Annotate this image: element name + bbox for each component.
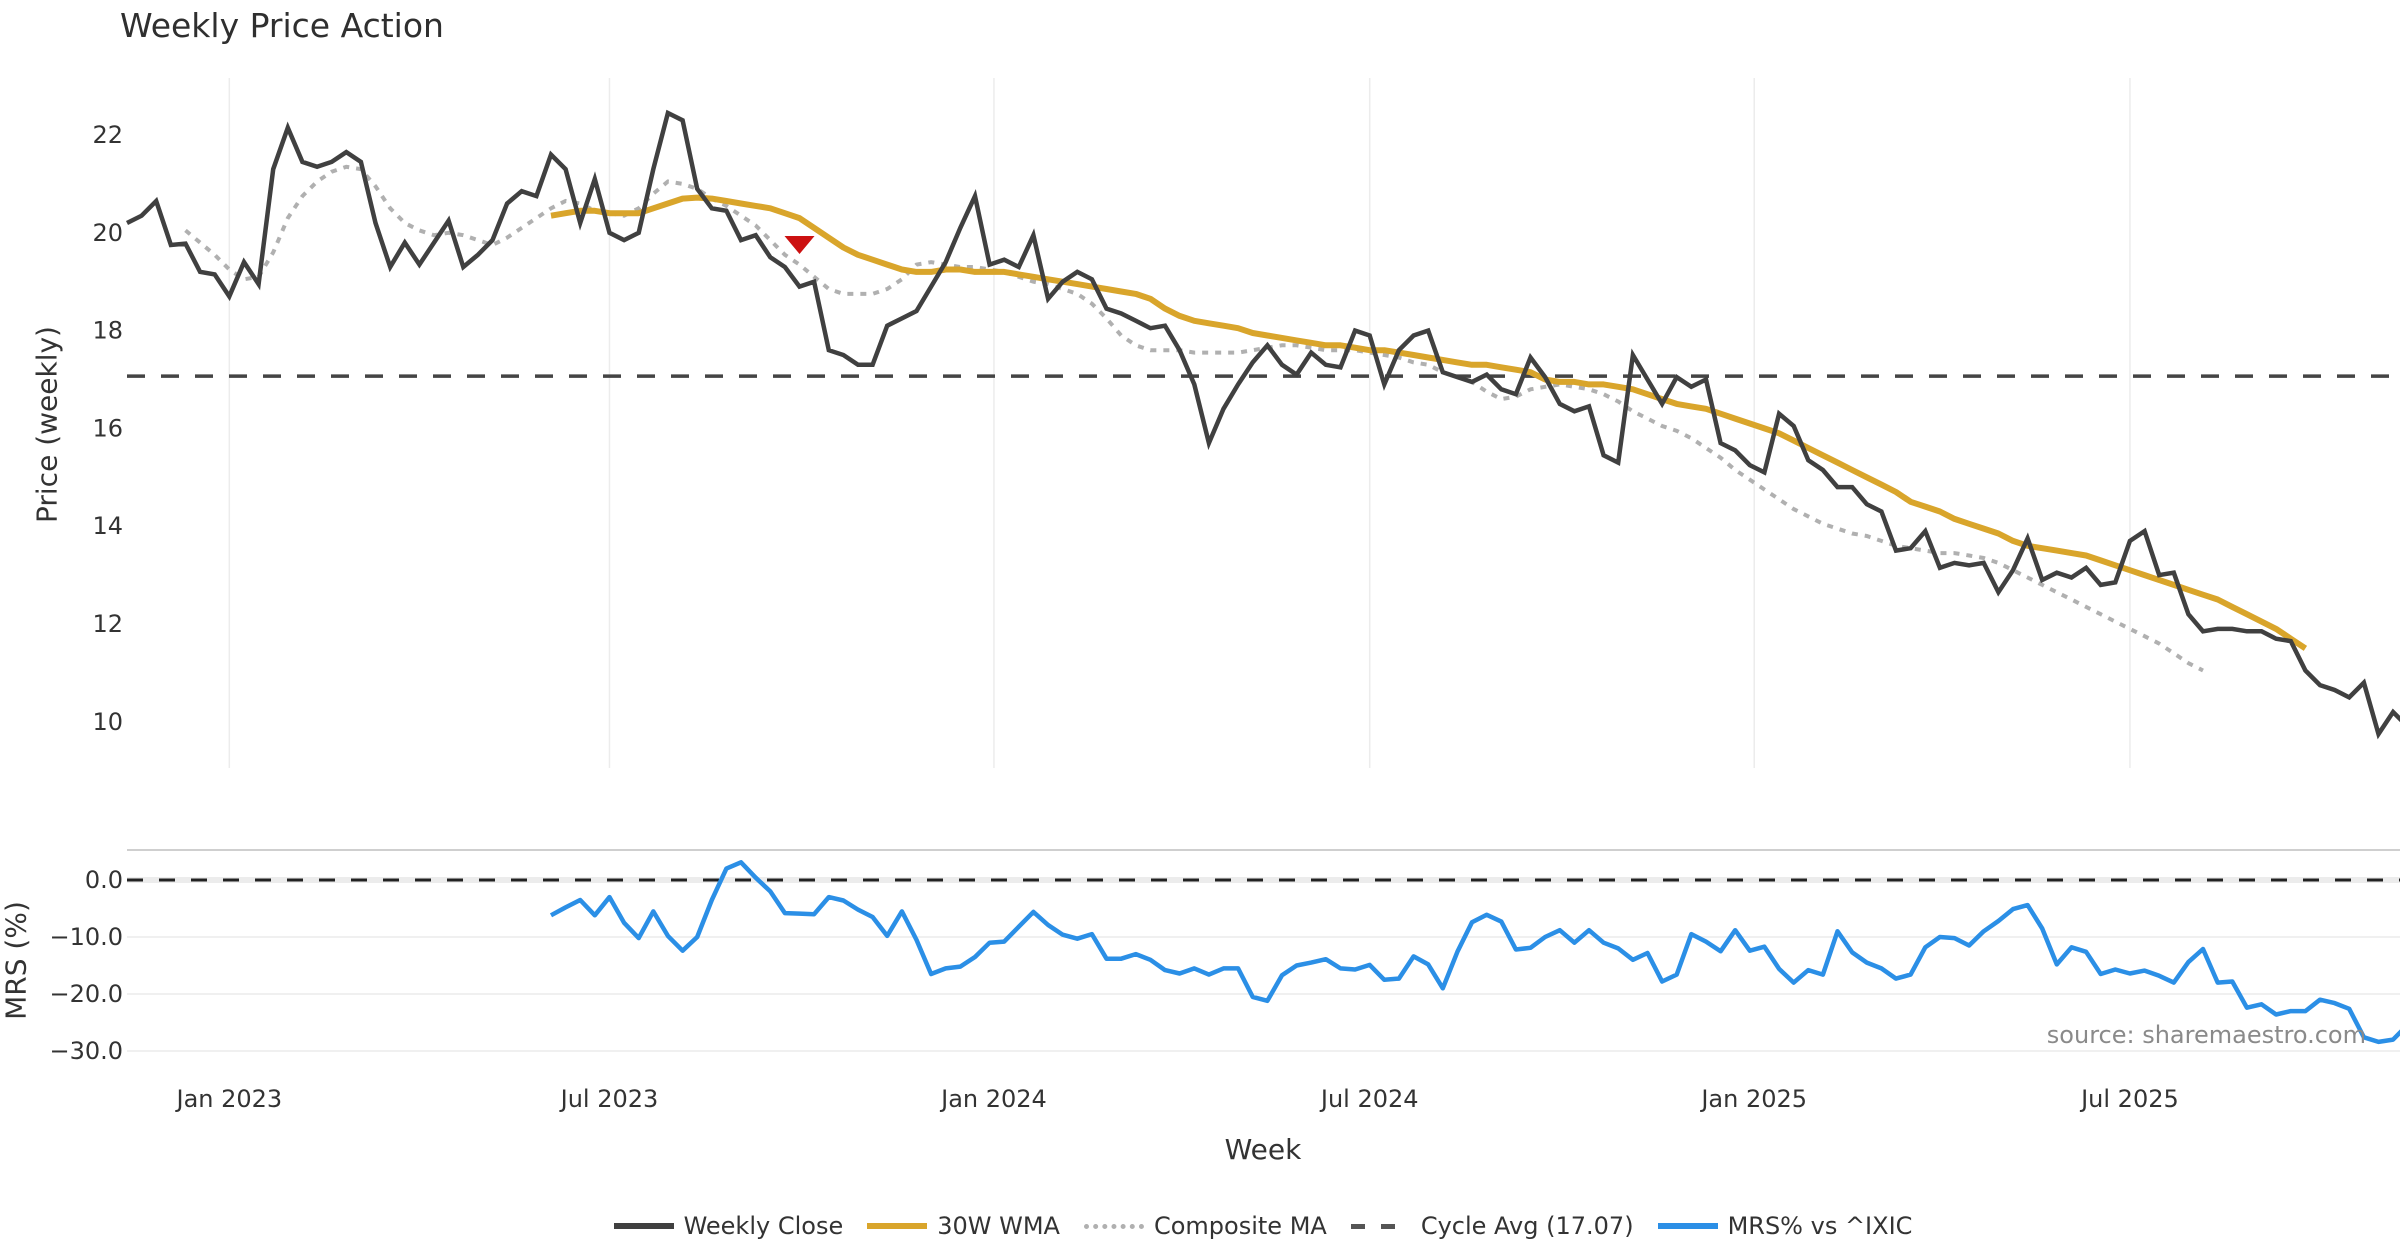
legend-label: 30W WMA bbox=[937, 1212, 1060, 1240]
mrs-y-axis-label: MRS (%) bbox=[0, 901, 33, 1020]
price-y-tick-label: 20 bbox=[92, 219, 123, 247]
mrs-y-tick-label: −30.0 bbox=[49, 1037, 123, 1065]
mrs-grid-lines bbox=[127, 849, 2400, 1052]
legend-label: MRS% vs ^IXIC bbox=[1727, 1212, 1913, 1240]
x-tick-label: Jan 2023 bbox=[174, 1085, 282, 1113]
x-tick-label: Jan 2024 bbox=[939, 1085, 1047, 1113]
x-ticks: Jan 2023 Jul 2023 Jan 2024 Jul 2024 Jan 2025… bbox=[174, 1085, 2178, 1113]
legend-swatch-mrs bbox=[1657, 1223, 1718, 1229]
mrs-y-tick-label: −10.0 bbox=[49, 923, 123, 951]
sell-signal-marker bbox=[784, 236, 815, 255]
mrs-y-tick-label: −20.0 bbox=[49, 980, 123, 1008]
legend-label: Weekly Close bbox=[683, 1212, 844, 1240]
legend-swatch-cycle-avg bbox=[1350, 1223, 1411, 1229]
price-y-tick-label: 16 bbox=[92, 414, 123, 442]
x-tick-label: Jul 2024 bbox=[1319, 1085, 1419, 1113]
price-y-axis-label: Price (weekly) bbox=[30, 326, 64, 523]
mrs-y-ticks: 0.0 −10.0 −20.0 −30.0 bbox=[49, 866, 123, 1065]
chart-title: Weekly Price Action bbox=[120, 6, 444, 45]
x-axis-label: Week bbox=[1224, 1133, 1302, 1166]
legend-swatch-composite-ma bbox=[1083, 1223, 1144, 1229]
price-y-tick-label: 12 bbox=[92, 610, 123, 638]
legend-label: Cycle Avg (17.07) bbox=[1420, 1212, 1634, 1240]
legend-swatch-weekly-close bbox=[613, 1223, 674, 1229]
legend-item-weekly-close[interactable]: Weekly Close bbox=[613, 1212, 844, 1240]
legend-label: Composite MA bbox=[1153, 1212, 1327, 1240]
legend-swatch-30w-wma bbox=[867, 1223, 928, 1229]
price-y-tick-label: 14 bbox=[92, 512, 123, 540]
price-y-ticks: 10 12 14 16 18 20 22 bbox=[92, 121, 123, 736]
weekly-close-line bbox=[125, 109, 2400, 740]
grid-lines bbox=[228, 78, 2131, 768]
price-y-tick-label: 22 bbox=[92, 121, 123, 149]
annotations bbox=[784, 236, 815, 255]
composite-ma-line bbox=[184, 164, 2204, 673]
mrs-line bbox=[549, 860, 2400, 1045]
source-credit: source: sharemaestro.com bbox=[2046, 1021, 2366, 1049]
x-tick-label: Jul 2025 bbox=[2079, 1085, 2179, 1113]
price-y-tick-label: 10 bbox=[92, 708, 123, 736]
mrs-y-tick-label: 0.0 bbox=[85, 866, 123, 894]
x-tick-label: Jul 2023 bbox=[559, 1085, 659, 1113]
legend-item-composite-ma[interactable]: Composite MA bbox=[1083, 1212, 1327, 1240]
legend: Weekly Close 30W WMA Composite MA Cycle … bbox=[0, 1212, 2400, 1240]
wma-30w-line bbox=[550, 194, 2308, 651]
price-y-tick-label: 18 bbox=[92, 317, 123, 345]
series-lines bbox=[125, 109, 2400, 1045]
legend-item-cycle-avg[interactable]: Cycle Avg (17.07) bbox=[1350, 1212, 1634, 1240]
legend-item-mrs[interactable]: MRS% vs ^IXIC bbox=[1657, 1212, 1913, 1240]
x-tick-label: Jan 2025 bbox=[1699, 1085, 1807, 1113]
legend-item-30w-wma[interactable]: 30W WMA bbox=[867, 1212, 1060, 1240]
